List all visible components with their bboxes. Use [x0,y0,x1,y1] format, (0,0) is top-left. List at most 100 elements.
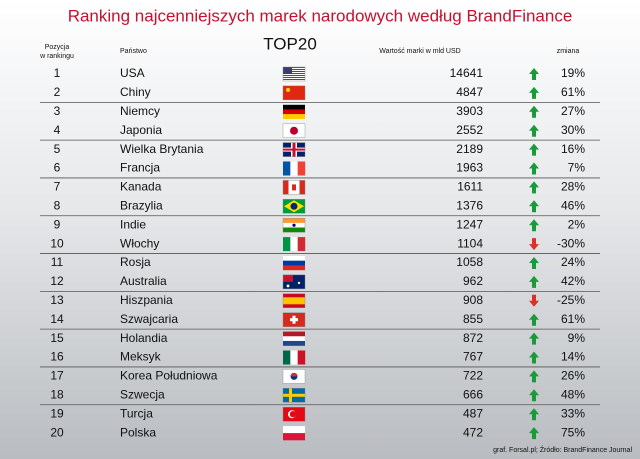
rank: 6 [54,161,61,175]
brand-value: 872 [463,331,483,345]
brand-value: 1376 [456,198,483,212]
flag-part [290,318,298,322]
change: 27% [561,104,585,118]
flag-part [286,87,290,92]
change: 19% [561,66,585,80]
rank: 11 [51,255,64,269]
brand-value: 1104 [457,236,483,250]
arrow-up [529,181,539,194]
flag-part [283,77,305,78]
flag-part [282,217,306,233]
change: 61% [561,85,585,99]
brand-value: 722 [463,369,483,383]
flag-part [282,407,306,422]
header-line: w rankingu [39,53,74,60]
flag-part [292,142,296,157]
flag-part [290,237,298,252]
change: 61% [561,312,585,326]
flag-part [283,161,291,176]
flag-part [283,71,305,72]
brand-value: 1963 [456,161,483,175]
flag-part [283,104,305,110]
title: Ranking najcenniejszych marek narodowych… [68,6,573,25]
flag-part [283,67,305,68]
country: Francja [120,161,160,175]
change: 28% [561,180,585,194]
flag-part [282,312,306,327]
flag-part [283,69,305,70]
arrow-down [529,294,539,307]
arrow-up [529,219,539,232]
change: 16% [561,142,585,156]
flag-part [283,256,305,261]
arrow-up [529,408,539,421]
arrow-up [529,257,539,269]
arrow-up [529,427,539,440]
flag-part [283,433,305,441]
flag-part [290,372,298,377]
change: 42% [561,274,585,288]
brand-value: 1611 [457,180,483,194]
flag-part [283,114,305,119]
flag-part [283,426,305,434]
country: Holandia [120,331,168,345]
country: Turcja [120,406,153,420]
country: Wielka Brytania [120,142,204,156]
arrow-up [529,143,539,156]
flag-part [286,284,290,288]
change: 30% [561,123,585,137]
country: Korea Południowa [120,369,218,383]
country: Włochy [120,236,159,250]
flag-part [283,340,305,346]
flag-part [292,223,296,227]
arrow-up [529,332,539,345]
brand-value: 2189 [456,142,483,156]
rank: 15 [50,331,64,345]
column-header: zmiana [557,48,580,55]
country: Brazylia [120,198,163,212]
change: 7% [568,161,586,175]
flag-part [283,79,305,80]
arrow-up [529,86,539,99]
change: 75% [561,425,585,439]
change: 14% [561,350,585,364]
header-line: Pozycja [45,44,70,51]
arrow-up [529,275,539,288]
flag-part [283,260,305,266]
arrow-up [529,162,539,175]
change: 48% [561,387,585,401]
flag-part [282,388,306,403]
country: Szwajcaria [120,312,178,326]
country: Niemcy [120,104,160,118]
flag-part [297,161,306,176]
arrow-up [529,200,539,213]
country: Szwecja [120,387,165,401]
rank: 3 [54,104,61,118]
flag-part [282,85,306,101]
flag-part [289,411,297,418]
rank: 19 [50,406,64,420]
flag-part [283,297,305,305]
flag-part [282,199,306,214]
brand-value: 2552 [456,123,483,137]
rank: 12 [50,274,64,288]
brand-value: 908 [463,293,483,307]
flag-part [297,281,301,285]
country: Polska [120,425,156,439]
country: Meksyk [120,350,162,364]
flag-part [282,66,306,82]
rank: 8 [54,198,61,212]
country: Japonia [120,123,162,137]
brand-value: 666 [463,387,483,401]
flag-part [290,350,298,365]
brand-value: 1247 [456,217,483,231]
flag-part [283,331,305,337]
change: 9% [568,331,586,345]
rank: 14 [50,312,64,326]
flag-part [283,109,305,115]
brand-value: 1058 [456,255,483,269]
arrow-up [529,105,539,118]
flag-part [282,274,306,290]
brand-value: 487 [463,406,483,420]
